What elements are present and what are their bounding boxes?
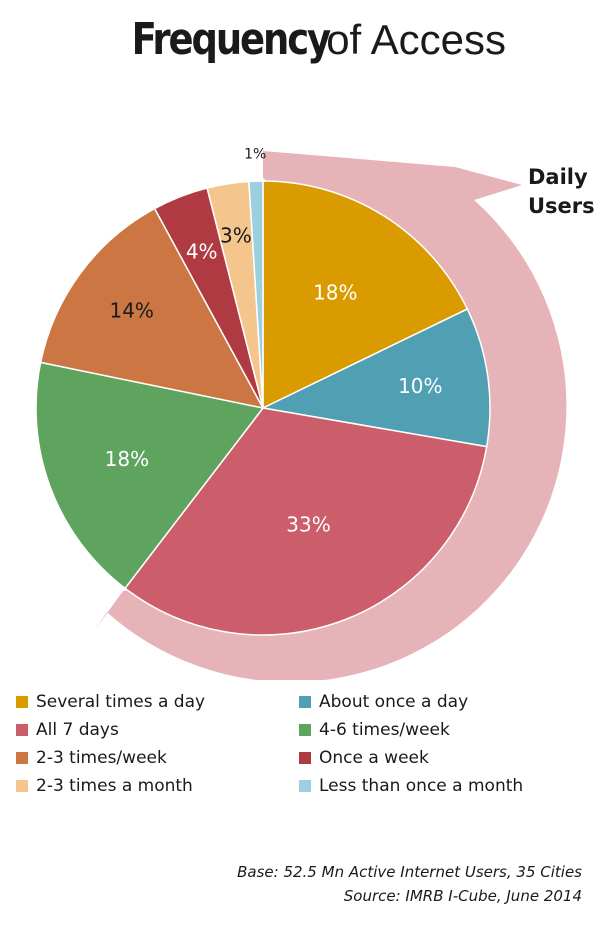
pie-slice	[260, 308, 491, 448]
slice-value-label: 1%	[244, 146, 266, 162]
pie-chart: 18% 10% 33% 18% 14% 4%3% 1%	[35, 146, 567, 680]
legend-item: 2-3 times a month	[16, 774, 299, 797]
daily-users-callout: Daily Users	[528, 163, 598, 221]
pie-slice	[123, 407, 488, 636]
legend-item: All 7 days	[16, 718, 299, 741]
legend-label: All 7 days	[36, 719, 119, 740]
legend: Several times a day About once a day All…	[16, 690, 596, 797]
footer-source: Source: IMRB I-Cube, June 2014	[343, 887, 582, 905]
pie-slices	[35, 180, 491, 636]
legend-swatch	[16, 751, 28, 764]
slice-value-label: 10%	[398, 374, 442, 398]
legend-swatch	[16, 779, 28, 792]
legend-item: Once a week	[299, 746, 589, 769]
title-bold: Frequency	[131, 14, 332, 65]
legend-label: 2-3 times/week	[36, 747, 167, 768]
callout-line-1: Daily	[528, 165, 588, 189]
slice-value-label: 18%	[105, 447, 149, 471]
legend-swatch	[299, 695, 311, 708]
legend-label: About once a day	[319, 691, 469, 712]
pie-slice	[39, 207, 265, 410]
legend-item: 4-6 times/week	[299, 718, 589, 741]
legend-swatch	[299, 779, 311, 792]
legend-label: 4-6 times/week	[319, 719, 450, 740]
slice-value-label: 14%	[109, 299, 153, 323]
pie-slice	[35, 361, 265, 590]
legend-label: Several times a day	[36, 691, 206, 712]
legend-item: 2-3 times/week	[16, 746, 299, 769]
slice-value-label: 4%	[186, 240, 218, 264]
callout-line-2: Users	[528, 194, 595, 218]
legend-item: Several times a day	[16, 690, 299, 713]
legend-swatch	[299, 751, 311, 764]
legend-label: Less than once a month	[319, 775, 524, 796]
slice-value-label: 33%	[286, 512, 330, 536]
chart-title: Frequency of Access	[0, 14, 600, 65]
footer-notes: Base: 52.5 Mn Active Internet Users, 35 …	[237, 860, 582, 908]
footer-base: Base: 52.5 Mn Active Internet Users, 35 …	[237, 863, 582, 881]
slice-value-label: 3%	[220, 223, 252, 247]
legend-label: Once a week	[319, 747, 429, 768]
legend-swatch	[16, 723, 28, 736]
legend-swatch	[299, 723, 311, 736]
legend-item: Less than once a month	[299, 774, 589, 797]
pie-slice	[248, 180, 264, 409]
title-rest: of Access	[326, 16, 506, 63]
legend-item: About once a day	[299, 690, 589, 713]
legend-swatch	[16, 695, 28, 708]
legend-label: 2-3 times a month	[36, 775, 193, 796]
pie-slice	[262, 180, 469, 410]
slice-value-label: 18%	[313, 281, 357, 305]
pie-labels: 18% 10% 33% 18% 14% 4%3% 1%	[105, 146, 443, 536]
